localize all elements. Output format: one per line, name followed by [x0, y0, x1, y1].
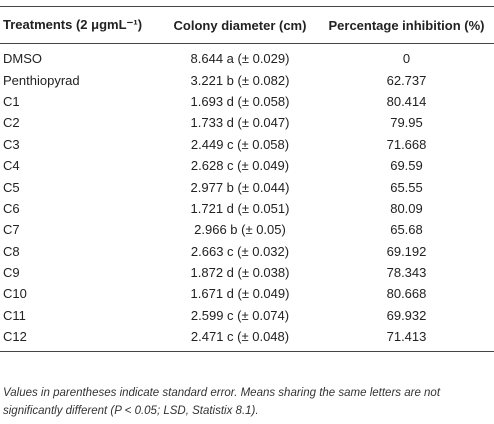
inhibition-cell: 80.09 — [390, 200, 423, 216]
diameter-cell: 2.966 b (± 0.05) — [194, 222, 286, 238]
table-body: DMSO 8.644 a (± 0.029) 0 Penthiopyrad 3.221… — [0, 44, 494, 353]
treatment-cell: C10 — [3, 286, 27, 302]
table-row: C4 2.628 c (± 0.049) 69.59 — [0, 155, 494, 176]
table-row: C9 1.872 d (± 0.038) 78.343 — [0, 262, 494, 283]
table-row: C6 1.721 d (± 0.051) 80.09 — [0, 198, 494, 219]
treatment-cell: C12 — [0, 326, 161, 353]
table-row: DMSO 8.644 a (± 0.029) 0 — [0, 44, 494, 70]
table-row: C2 1.733 d (± 0.047) 79.95 — [0, 112, 494, 133]
inhibition-cell: 80.668 — [386, 286, 427, 302]
treatment-cell: C1 — [3, 93, 20, 109]
table-row: C3 2.449 c (± 0.058) 71.668 — [0, 134, 494, 155]
inhibition-cell: 80.414 — [386, 93, 427, 109]
table-row: C1 1.693 d (± 0.058) 80.414 — [0, 91, 494, 112]
inhibition-cell: 65.68 — [390, 222, 423, 238]
treatment-cell: C4 — [3, 158, 20, 174]
inhibition-cell: 78.343 — [386, 265, 427, 281]
diameter-cell: 2.449 c (± 0.058) — [190, 136, 290, 152]
treatment-cell: C7 — [3, 222, 20, 238]
inhibition-cell: 71.413 — [319, 326, 494, 353]
table-header-row: Treatments (2 μgmL⁻¹) Colony diameter (c… — [0, 6, 494, 44]
treatment-cell: C6 — [3, 200, 20, 216]
diameter-cell: 3.221 b (± 0.082) — [190, 72, 290, 88]
diameter-cell: 2.663 c (± 0.032) — [190, 243, 290, 259]
diameter-cell: 1.693 d (± 0.058) — [190, 93, 290, 109]
table-row: C12 2.471 c (± 0.048) 71.413 — [0, 326, 494, 353]
table-row: Penthiopyrad 3.221 b (± 0.082) 62.737 — [0, 69, 494, 90]
diameter-cell: 1.671 d (± 0.049) — [190, 286, 290, 302]
diameter-cell: 1.733 d (± 0.047) — [190, 115, 290, 131]
diameter-cell: 1.721 d (± 0.051) — [190, 200, 290, 216]
inhibition-cell: 69.932 — [386, 307, 427, 323]
header-percentage-inhibition: Percentage inhibition (%) — [319, 6, 494, 44]
inhibition-cell: 62.737 — [386, 72, 427, 88]
header-colony-diameter: Colony diameter (cm) — [161, 6, 319, 44]
diameter-cell: 2.628 c (± 0.049) — [190, 158, 290, 174]
diameter-cell: 2.599 c (± 0.074) — [190, 307, 290, 323]
treatment-cell: C3 — [3, 136, 20, 152]
treatment-cell: Penthiopyrad — [3, 72, 80, 88]
diameter-cell: 8.644 a (± 0.029) — [190, 51, 290, 67]
table-footnote: Values in parentheses indicate standard … — [3, 387, 441, 417]
table-row: C5 2.977 b (± 0.044) 65.55 — [0, 176, 494, 197]
inhibition-cell: 69.192 — [386, 243, 427, 259]
inhibition-cell: 0 — [402, 51, 411, 67]
inhibition-cell: 79.95 — [390, 115, 423, 131]
results-table: Treatments (2 μgmL⁻¹) Colony diameter (c… — [0, 6, 494, 353]
diameter-cell: 2.977 b (± 0.044) — [190, 179, 290, 195]
inhibition-cell: 65.55 — [390, 179, 423, 195]
treatment-cell: C8 — [3, 243, 20, 259]
inhibition-cell: 69.59 — [390, 158, 423, 174]
treatment-cell: C5 — [3, 179, 20, 195]
treatment-cell: C9 — [3, 265, 20, 281]
table-row: C11 2.599 c (± 0.074) 69.932 — [0, 305, 494, 326]
inhibition-cell: 71.668 — [386, 136, 427, 152]
table-row: C7 2.966 b (± 0.05) 65.68 — [0, 219, 494, 240]
diameter-cell: 2.471 c (± 0.048) — [161, 326, 319, 353]
header-treatments: Treatments (2 μgmL⁻¹) — [0, 6, 161, 44]
treatment-cell: C2 — [3, 115, 20, 131]
table-row: C8 2.663 c (± 0.032) 69.192 — [0, 241, 494, 262]
diameter-cell: 1.872 d (± 0.038) — [190, 265, 290, 281]
treatment-cell: C11 — [3, 307, 26, 323]
table-row: C10 1.671 d (± 0.049) 80.668 — [0, 283, 494, 304]
treatment-cell: DMSO — [3, 51, 42, 67]
